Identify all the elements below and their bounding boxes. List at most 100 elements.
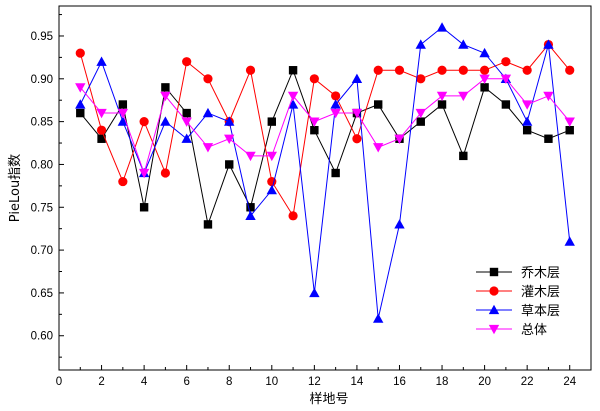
data-point xyxy=(373,143,384,153)
data-point xyxy=(479,74,490,84)
legend-marker xyxy=(489,286,499,296)
data-point xyxy=(160,116,171,126)
legend-label: 草本层 xyxy=(521,304,560,319)
data-point xyxy=(118,100,128,109)
data-point xyxy=(479,47,490,58)
legend-label: 乔木层 xyxy=(521,266,560,281)
x-tick-label: 6 xyxy=(183,376,189,388)
data-point xyxy=(160,168,170,178)
data-point xyxy=(436,22,448,32)
series-4 xyxy=(75,74,575,179)
data-point xyxy=(480,83,489,92)
x-tick-label: 8 xyxy=(226,376,232,388)
data-point xyxy=(287,91,299,102)
x-tick-label: 2 xyxy=(98,376,104,388)
data-point xyxy=(394,65,405,75)
data-point xyxy=(436,91,448,102)
y-tick-labels: 0.60 0.65 0.70 0.75 0.80 0.85 0.90 0.95 xyxy=(31,31,53,343)
series-line xyxy=(79,78,571,175)
data-point xyxy=(224,116,235,126)
data-point xyxy=(181,117,192,127)
x-tick-label: 24 xyxy=(563,376,576,388)
data-point xyxy=(138,168,150,179)
data-point xyxy=(394,219,405,229)
legend-marker xyxy=(489,267,499,277)
data-point xyxy=(521,116,533,126)
data-point xyxy=(246,203,255,212)
legend-label: 灌木层 xyxy=(521,285,560,300)
data-point xyxy=(309,117,320,127)
data-point xyxy=(565,125,574,135)
data-point xyxy=(75,48,85,58)
data-point xyxy=(225,160,234,169)
data-point xyxy=(331,91,341,101)
data-point xyxy=(352,134,362,144)
data-point xyxy=(182,108,191,118)
data-point xyxy=(96,108,107,119)
data-point xyxy=(203,220,213,229)
data-point xyxy=(288,211,298,221)
x-tick-label: 20 xyxy=(478,376,491,388)
legend-marker xyxy=(488,324,500,335)
data-point xyxy=(267,117,276,126)
y-tick-label: 0.75 xyxy=(31,202,53,214)
y-tick-label: 0.90 xyxy=(31,74,53,86)
data-point xyxy=(501,100,511,109)
x-axis-title: 样地号 xyxy=(309,392,348,407)
y-tick-label: 0.65 xyxy=(31,288,53,300)
data-point xyxy=(75,99,86,109)
data-point xyxy=(202,143,214,153)
x-tick-label: 14 xyxy=(351,376,364,388)
data-point xyxy=(96,56,107,66)
legend-marker xyxy=(488,304,500,315)
data-point xyxy=(416,74,426,84)
axis-ticks xyxy=(58,14,571,370)
data-point xyxy=(437,100,447,109)
data-point xyxy=(501,57,511,67)
x-tick-label: 22 xyxy=(521,376,534,388)
data-point xyxy=(458,91,469,102)
data-point xyxy=(96,125,107,135)
plot-frame xyxy=(58,5,592,371)
data-point xyxy=(437,65,447,75)
series-line xyxy=(79,26,571,319)
data-point xyxy=(288,66,298,75)
data-point xyxy=(117,116,129,126)
x-tick-label: 0 xyxy=(56,376,62,388)
data-point xyxy=(500,74,512,84)
y-tick-label: 0.80 xyxy=(31,159,53,171)
data-point xyxy=(373,313,384,323)
legend-item: 草本层 xyxy=(476,304,560,319)
data-point xyxy=(266,151,277,162)
data-point xyxy=(416,117,425,126)
data-point xyxy=(310,125,319,135)
series-layer xyxy=(75,22,575,323)
data-point xyxy=(139,203,149,212)
data-point xyxy=(522,125,532,135)
data-point xyxy=(97,134,106,143)
data-point xyxy=(330,99,341,109)
data-point xyxy=(161,83,170,92)
data-point xyxy=(543,39,554,49)
x-tick-label: 4 xyxy=(141,376,148,388)
data-point xyxy=(544,134,553,143)
data-point xyxy=(76,108,85,118)
data-point xyxy=(139,117,149,127)
data-point xyxy=(331,168,340,178)
y-tick-label: 0.85 xyxy=(31,117,53,129)
data-point xyxy=(480,65,490,75)
x-tick-label: 16 xyxy=(393,376,406,388)
y-tick-label: 0.70 xyxy=(31,245,53,257)
data-point xyxy=(394,134,405,144)
data-point xyxy=(245,151,256,162)
data-point xyxy=(75,83,86,93)
data-point xyxy=(351,73,363,83)
data-point xyxy=(459,151,468,161)
data-point xyxy=(373,65,383,75)
data-point xyxy=(330,108,341,119)
data-point xyxy=(415,108,426,119)
data-point xyxy=(202,107,214,118)
data-point xyxy=(181,133,192,143)
data-point xyxy=(245,65,256,75)
